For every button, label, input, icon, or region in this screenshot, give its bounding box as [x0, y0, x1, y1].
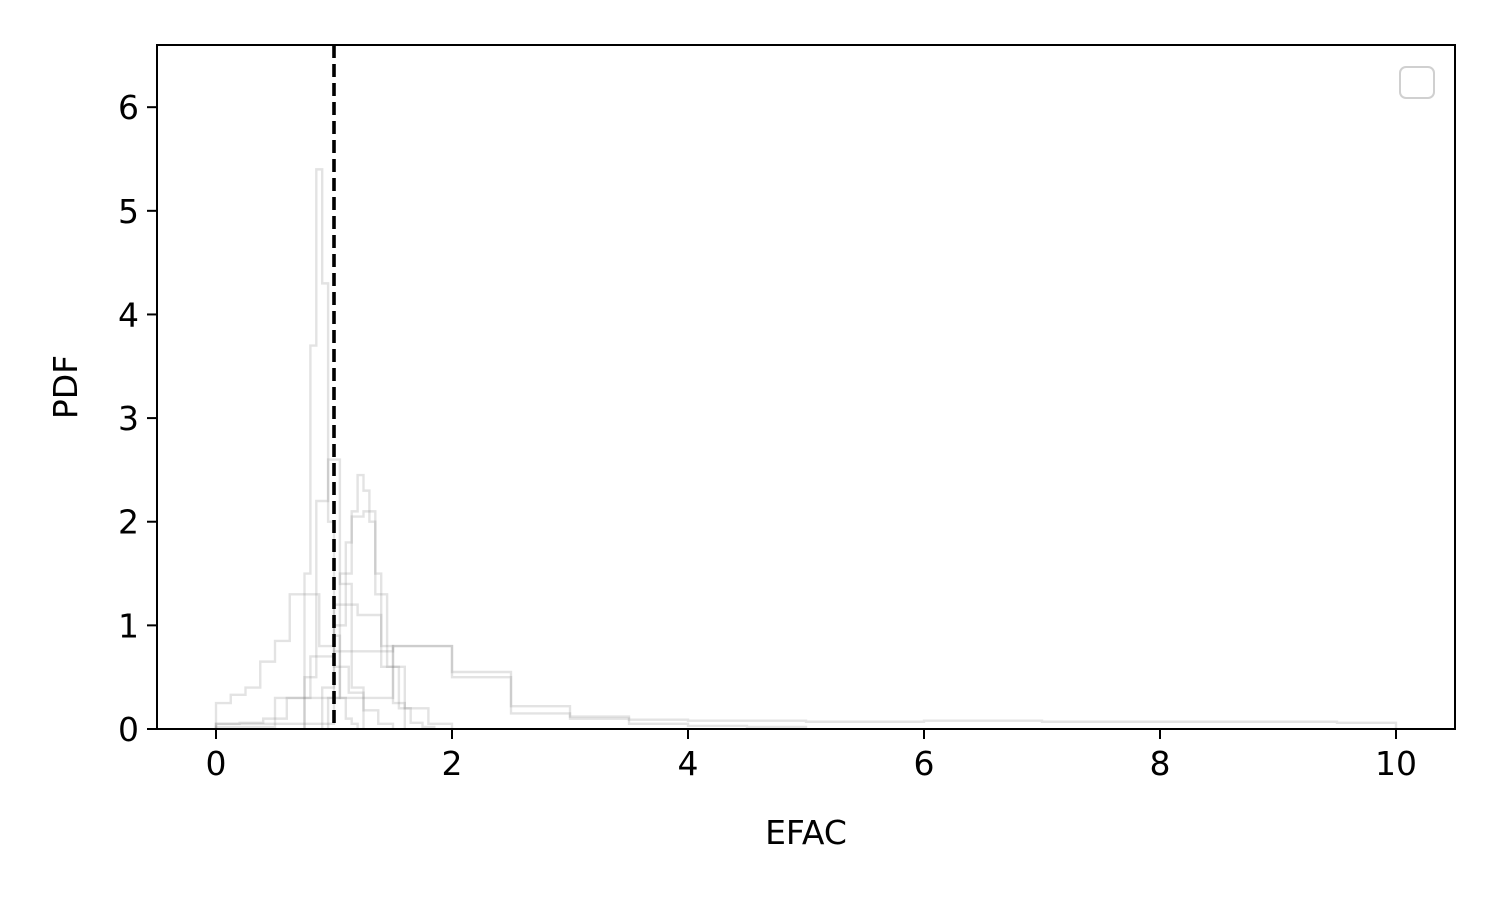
x-tick-label-6: 6 — [914, 744, 935, 783]
legend-box — [1399, 66, 1435, 99]
histogram-series-1 — [214, 593, 395, 729]
y-tick-label-6: 6 — [118, 88, 139, 127]
histogram-series-3 — [303, 458, 365, 729]
histogram-series-2 — [303, 168, 359, 729]
histogram-series-8 — [214, 644, 1398, 729]
y-tick-label-5: 5 — [118, 192, 139, 231]
histogram-series-5 — [321, 473, 406, 729]
histogram-series-4 — [214, 603, 454, 729]
x-axis-label: EFAC — [765, 813, 847, 852]
axes-group: 0 2 4 6 8 10 0 1 2 3 4 5 6 — [118, 44, 1456, 783]
x-tick-label-4: 4 — [678, 744, 699, 783]
y-tick-label-4: 4 — [118, 295, 139, 334]
y-tick-label-0: 0 — [118, 710, 139, 749]
y-tick-label-1: 1 — [118, 606, 139, 645]
legend — [1399, 66, 1435, 99]
x-tick-label-10: 10 — [1375, 744, 1417, 783]
histogram-series-6 — [326, 510, 436, 729]
histogram-series-group — [214, 168, 1398, 729]
y-tick-label-3: 3 — [118, 399, 139, 438]
y-axis-label: PDF — [46, 355, 85, 419]
x-tick-label-0: 0 — [206, 744, 227, 783]
x-tick-label-8: 8 — [1150, 744, 1171, 783]
histogram-series-7 — [214, 644, 808, 729]
x-tick-label-2: 2 — [442, 744, 463, 783]
y-tick-label-2: 2 — [118, 503, 139, 542]
axes-frame — [156, 44, 1456, 730]
